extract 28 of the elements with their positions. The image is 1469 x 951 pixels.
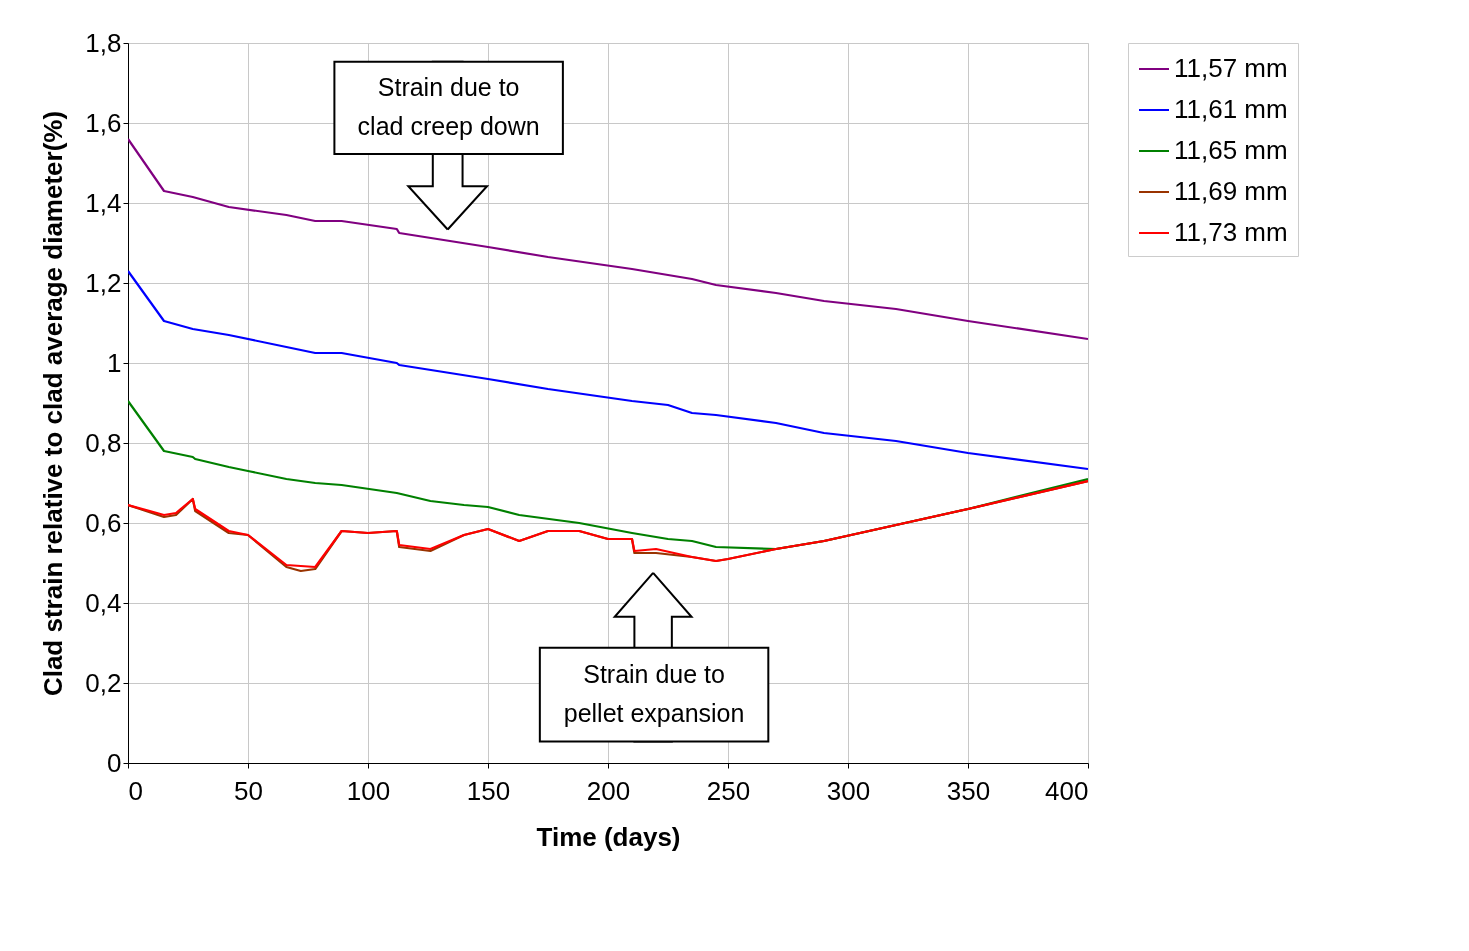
annotation: Strain due to clad creep down: [357, 73, 540, 141]
y-tick-label: 1,8: [85, 27, 122, 58]
y-tick-label: 0,6: [85, 507, 122, 538]
legend-label: 11,73 mm: [1174, 217, 1288, 247]
x-tick-label: 100: [346, 775, 391, 806]
x-tick-label: 300: [826, 775, 871, 806]
x-tick-label: 0: [128, 775, 143, 806]
x-tick-label: 50: [234, 775, 263, 806]
y-tick-label: 1: [107, 347, 122, 378]
legend-label: 11,65 mm: [1174, 135, 1288, 165]
x-tick-label: 400: [1045, 775, 1089, 806]
y-tick-label: 0,2: [85, 667, 122, 698]
legend-label: 11,61 mm: [1174, 94, 1288, 124]
y-tick-label: 1,2: [85, 267, 122, 298]
y-tick-label: 1,4: [85, 187, 122, 218]
legend-label: 11,69 mm: [1174, 176, 1288, 206]
legend-label: 11,57 mm: [1174, 53, 1288, 83]
y-tick-label: 0,8: [85, 427, 122, 458]
y-tick-label: 0: [107, 747, 122, 778]
x-tick-label: 350: [946, 775, 991, 806]
x-tick-label: 250: [706, 775, 751, 806]
y-axis-title: Clad strain relative to clad average diameter(%): [38, 110, 69, 697]
x-axis-title: Time (days): [536, 821, 681, 852]
x-tick-label: 150: [466, 775, 511, 806]
annotation: Strain due to pellet expansion: [563, 660, 745, 728]
y-tick-label: 1,6: [85, 107, 122, 138]
x-tick-label: 200: [586, 775, 631, 806]
y-tick-label: 0,4: [85, 587, 122, 618]
